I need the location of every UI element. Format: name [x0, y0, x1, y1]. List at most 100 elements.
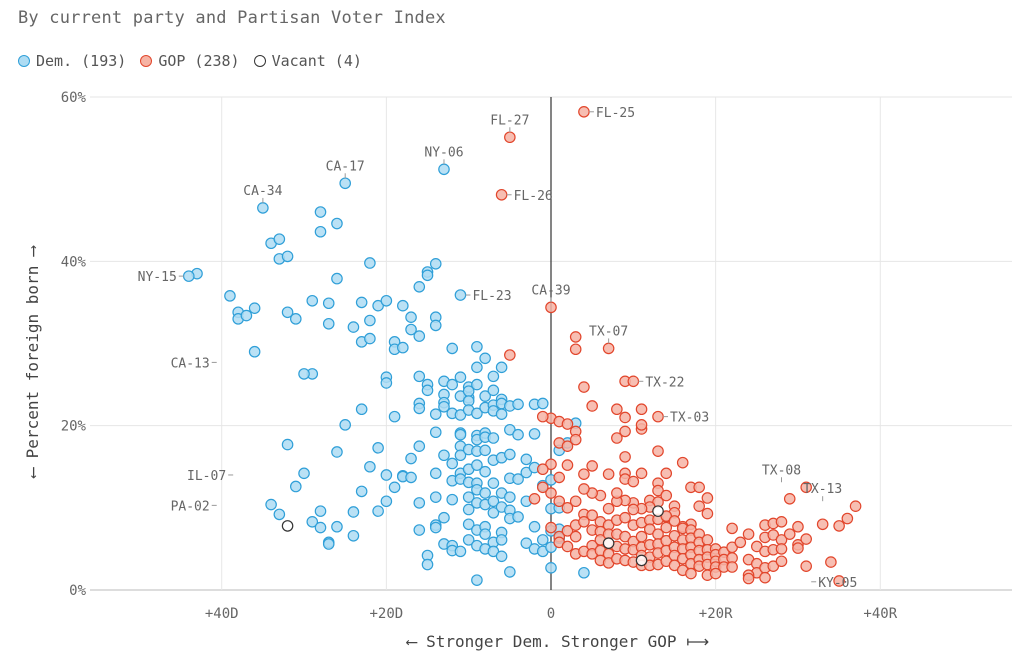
- point-label: CA-39: [531, 283, 570, 298]
- dem-point: [504, 566, 516, 578]
- dem-point: [347, 506, 360, 518]
- gop-point: [586, 460, 598, 472]
- dem-point: [248, 302, 261, 314]
- dem-point: [372, 442, 384, 454]
- dem-point: [281, 438, 294, 451]
- gop-point: [792, 520, 804, 533]
- dem-point: [405, 323, 417, 336]
- dem-point: [487, 370, 500, 383]
- gop-point: [800, 533, 812, 545]
- dem-point: [347, 529, 360, 542]
- gop-point: [635, 467, 648, 480]
- dem-point: [413, 402, 426, 415]
- legend-item-vacant[interactable]: Vacant (4): [253, 52, 362, 70]
- point-label: IL-07: [187, 469, 226, 484]
- gop-point: [569, 495, 582, 508]
- gop-point: [783, 528, 796, 540]
- dem-point: [495, 550, 508, 563]
- x-tick-label: +20R: [699, 606, 733, 622]
- dem-point: [273, 508, 286, 521]
- gop-point: [627, 503, 640, 516]
- legend-label-gop: GOP (238): [158, 52, 240, 70]
- dem-point: [421, 384, 434, 397]
- gop-point: [528, 492, 541, 505]
- dem-point: [331, 272, 343, 285]
- gop-point: [701, 492, 714, 504]
- gop-point: [627, 375, 640, 388]
- point-label: NY-15: [138, 270, 177, 285]
- vacant-point: [652, 505, 664, 517]
- dem-point: [438, 449, 450, 462]
- gop-point: [668, 515, 681, 527]
- dem-point: [578, 566, 590, 579]
- dem-point: [339, 419, 351, 431]
- point-label: TX-07: [589, 324, 628, 339]
- gop-point: [726, 522, 738, 535]
- dem-point: [273, 233, 286, 245]
- dem-point: [512, 398, 524, 411]
- dem-point: [355, 296, 368, 309]
- gop-point: [619, 511, 631, 524]
- gop-point: [652, 410, 664, 423]
- point-label: TX-08: [762, 463, 801, 478]
- dem-point: [347, 321, 360, 333]
- dem-point: [454, 371, 467, 383]
- gop-point: [545, 301, 557, 314]
- dem-point: [479, 465, 491, 478]
- dem-point: [364, 332, 376, 345]
- legend-item-dem[interactable]: Dem. (193): [18, 52, 126, 70]
- dem-point: [380, 377, 393, 389]
- gop-point: [602, 502, 615, 515]
- dem-point: [429, 426, 442, 439]
- gop-point: [726, 561, 738, 573]
- dem-point: [545, 562, 557, 574]
- point-label: CA-17: [326, 159, 365, 174]
- point-labels: FL-25 FL-27 FL-26 NY-06 CA-17 CA-34 NY-15 FL-23…: [138, 106, 858, 591]
- dem-point: [364, 314, 376, 327]
- gop-point: [578, 468, 590, 480]
- dem-point: [446, 342, 459, 355]
- gop-point: [561, 502, 574, 514]
- dem-point: [364, 257, 376, 269]
- dem-point: [298, 368, 310, 380]
- gop-point: [569, 530, 582, 543]
- dem-point: [388, 481, 401, 494]
- vacant-point: [281, 520, 294, 532]
- point-label: CA-34: [243, 184, 282, 199]
- gop-point: [611, 487, 623, 499]
- dem-point: [471, 459, 483, 471]
- gop-point: [578, 381, 590, 393]
- dem-point: [314, 206, 327, 218]
- legend-item-gop[interactable]: GOP (238): [140, 52, 240, 70]
- gop-point: [619, 425, 631, 438]
- gop-point: [660, 521, 673, 534]
- gop-point: [660, 489, 673, 502]
- dem-point: [471, 361, 483, 374]
- gop-point: [561, 440, 574, 453]
- dem-point: [462, 518, 475, 531]
- dem-point: [429, 467, 442, 480]
- dem-point: [380, 469, 393, 481]
- dem-point: [429, 257, 442, 270]
- gop-point: [825, 556, 837, 568]
- dem-point: [240, 309, 253, 322]
- dem-point: [413, 524, 426, 536]
- gop-point: [504, 349, 516, 361]
- y-tick-label: 40%: [61, 254, 87, 270]
- dem-point: [512, 473, 524, 485]
- gop-point: [553, 471, 566, 484]
- dem-point: [257, 202, 269, 214]
- dem-point: [462, 503, 475, 516]
- vacant-point: [635, 554, 648, 567]
- gop-point: [545, 487, 557, 499]
- x-tick-label: +20D: [369, 606, 403, 622]
- dem-point: [520, 453, 533, 466]
- dem-point: [438, 163, 450, 176]
- gop-point: [800, 481, 812, 494]
- dem-point: [429, 319, 442, 332]
- dem-point: [413, 281, 426, 293]
- dem-point: [528, 428, 541, 440]
- dem-point: [290, 313, 302, 325]
- dem-point: [471, 378, 483, 391]
- dem-point: [446, 378, 459, 391]
